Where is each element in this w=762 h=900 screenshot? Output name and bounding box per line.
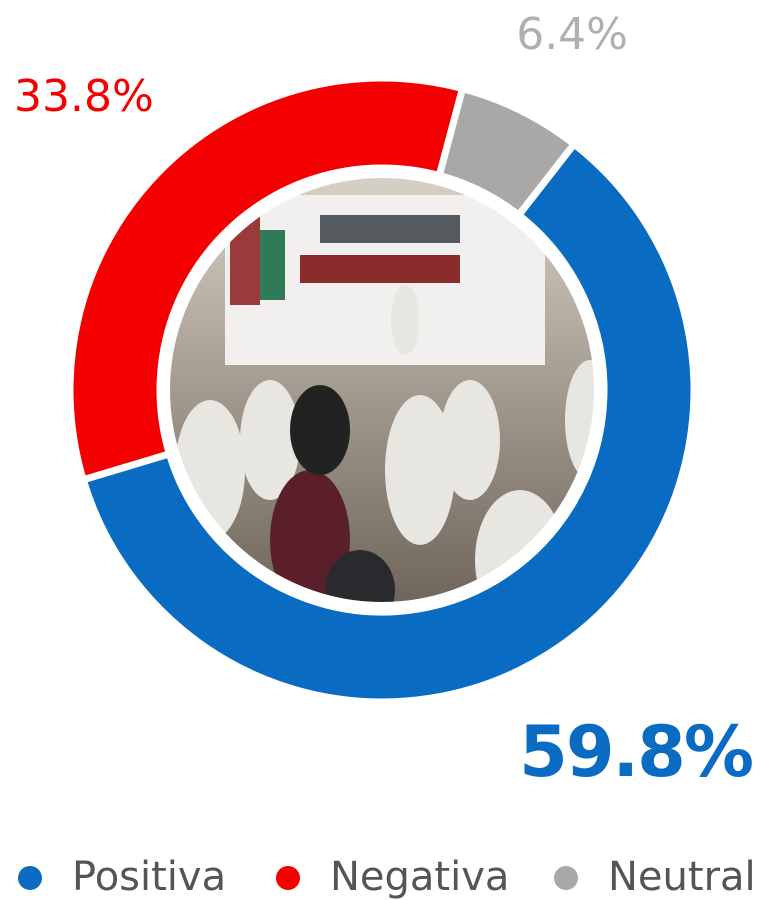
- value-label: 6.4%: [516, 9, 628, 60]
- legend-label: Negativa: [330, 854, 509, 900]
- legend-marker: [554, 866, 578, 890]
- value-label: 33.8%: [14, 71, 154, 122]
- legend-label: Neutral: [608, 854, 756, 900]
- legend-marker: [276, 866, 300, 890]
- legend: Positiva Negativa Neutral: [18, 854, 756, 900]
- legend-label: Positiva: [72, 854, 226, 900]
- legend-marker: [18, 866, 42, 890]
- value-label: 59.8%: [519, 711, 752, 793]
- chart: Positiva Negativa Neutral 59.8% 33.8% 6.4%: [0, 0, 762, 900]
